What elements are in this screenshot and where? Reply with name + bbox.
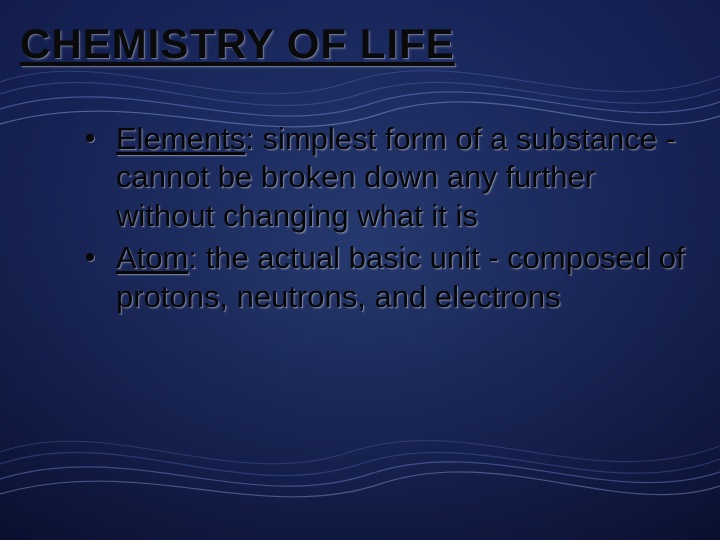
bullet-dot-icon (86, 253, 94, 261)
bullet-definition: : the actual basic unit - composed of pr… (116, 240, 685, 313)
bullet-item: Elements: simplest form of a substance -… (86, 120, 690, 235)
bullet-dot-icon (86, 134, 94, 142)
bullet-item: Atom: the actual basic unit - composed o… (86, 239, 690, 316)
slide: CHEMISTRY OF LIFE Elements: simplest for… (0, 0, 720, 540)
slide-title: CHEMISTRY OF LIFE (20, 20, 455, 68)
slide-body: Elements: simplest form of a substance -… (86, 120, 690, 320)
bullet-term: Elements (116, 121, 245, 156)
bullet-term: Atom (116, 240, 188, 275)
decorative-waves-bottom (0, 394, 720, 534)
